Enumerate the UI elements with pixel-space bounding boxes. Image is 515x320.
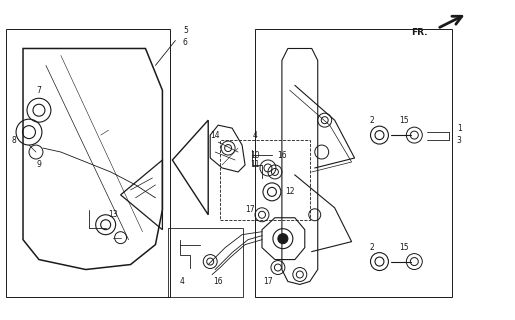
Text: 8: 8: [12, 136, 16, 145]
Bar: [6, 28, 170, 297]
Text: 2: 2: [369, 243, 374, 252]
Text: 6: 6: [183, 38, 188, 47]
Bar: [255, 28, 452, 297]
Circle shape: [278, 234, 288, 244]
Text: 4: 4: [180, 277, 185, 286]
Text: 16: 16: [213, 277, 223, 286]
Text: 9: 9: [37, 160, 41, 170]
Text: 7: 7: [37, 86, 41, 95]
Text: FR.: FR.: [411, 28, 428, 37]
Text: 1: 1: [457, 124, 461, 132]
Text: 13: 13: [108, 210, 117, 219]
Text: 17: 17: [263, 277, 273, 286]
Bar: [220, 140, 310, 220]
Text: 14: 14: [210, 131, 220, 140]
Text: 15: 15: [400, 116, 409, 125]
Text: 16: 16: [277, 150, 287, 160]
Text: 15: 15: [400, 243, 409, 252]
Text: 2: 2: [369, 116, 374, 125]
Text: 11: 11: [250, 160, 260, 170]
Text: 5: 5: [183, 26, 188, 35]
Text: 4: 4: [252, 131, 258, 140]
Text: 17: 17: [245, 205, 255, 214]
Text: 12: 12: [285, 188, 295, 196]
Text: 10: 10: [250, 150, 260, 160]
Text: 3: 3: [457, 136, 461, 145]
Bar: [168, 228, 243, 297]
